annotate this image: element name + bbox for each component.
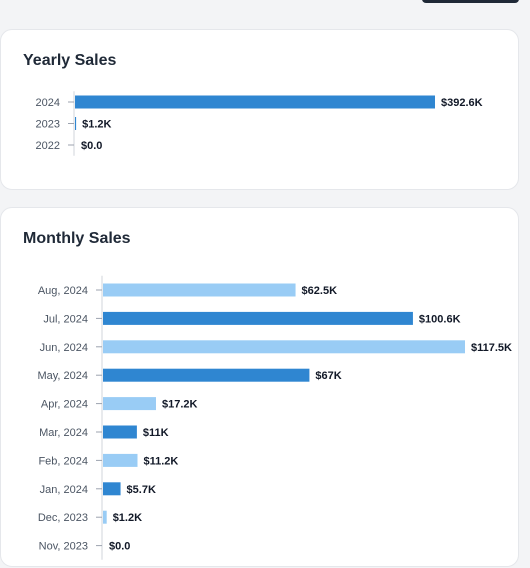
yearly-sales-title: Yearly Sales [23,52,117,69]
monthly-category-label: Nov, 2023 [39,541,88,553]
monthly-bar[interactable] [103,397,156,411]
monthly-sales-chart: Aug, 2024 $62.5K Jul, 2024 $100.6K Jun, 2024… [37,275,512,560]
monthly-category-label: May, 2024 [37,370,88,382]
monthly-bar[interactable] [103,482,121,496]
monthly-value-label: $11K [143,427,169,439]
monthly-sales-card: Monthly Sales Aug, 2024 $62.5K Jul, 2024 $1… [0,207,519,567]
monthly-category-label: Apr, 2024 [41,399,88,411]
yearly-bar[interactable] [75,117,77,130]
yearly-value-label: $392.6K [441,97,483,109]
monthly-bar[interactable] [103,340,465,354]
yearly-category-label: 2023 [36,119,60,131]
yearly-category-label: 2024 [36,97,60,109]
monthly-bar[interactable] [103,453,138,467]
yearly-value-label: $0.0 [81,140,102,152]
yearly-sales-chart: 2024 $392.6K 2023 $1.2K 2022 $0.0 [36,91,483,156]
monthly-category-label: Dec, 2023 [38,512,88,524]
yearly-category-label: 2022 [36,140,60,152]
monthly-value-label: $0.0 [109,541,130,553]
monthly-category-label: Aug, 2024 [38,285,88,297]
monthly-category-label: Jan, 2024 [40,484,88,496]
top-tab-button[interactable] [422,0,519,3]
monthly-category-label: Feb, 2024 [38,455,88,467]
monthly-bar[interactable] [103,368,310,382]
monthly-bar[interactable] [103,425,137,439]
monthly-value-label: $17.2K [162,399,198,411]
monthly-value-label: $62.5K [302,285,338,297]
monthly-bar[interactable] [103,510,107,524]
yearly-bar[interactable] [75,95,435,109]
monthly-value-label: $5.7K [127,484,156,496]
yearly-sales-card: Yearly Sales 2024 $392.6K 2023 $1.2K 2022 $0.… [0,29,519,190]
monthly-bar[interactable] [103,311,413,325]
yearly-value-label: $1.2K [82,119,111,131]
monthly-category-label: Mar, 2024 [39,427,88,439]
monthly-value-label: $1.2K [113,512,142,524]
monthly-category-label: Jul, 2024 [43,313,88,325]
monthly-category-label: Jun, 2024 [40,342,88,354]
monthly-bar[interactable] [103,283,296,297]
monthly-value-label: $117.5K [471,342,512,354]
monthly-value-label: $67K [315,370,341,382]
monthly-value-label: $100.6K [419,313,461,325]
monthly-sales-title: Monthly Sales [23,230,131,247]
monthly-value-label: $11.2K [144,455,179,467]
